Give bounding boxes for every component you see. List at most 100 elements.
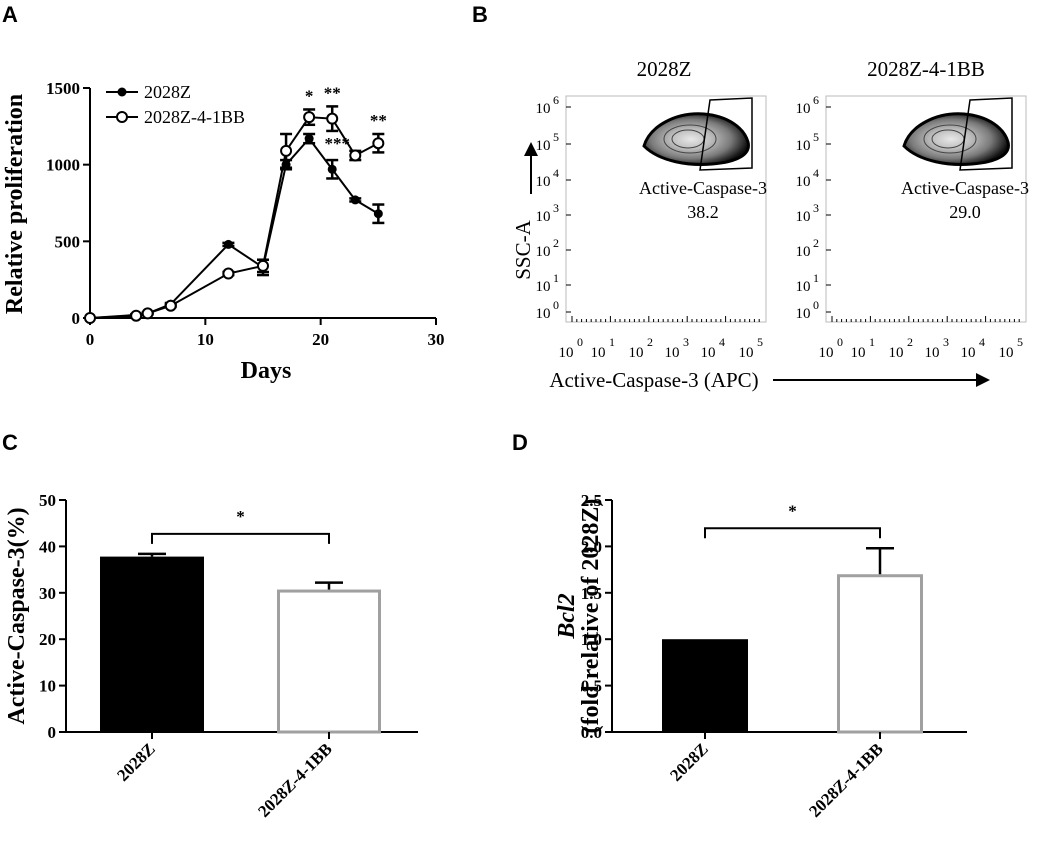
- d-x-tick-label: 2028Z-4-1BB: [805, 739, 887, 821]
- bar-2028z: [100, 556, 204, 732]
- b-x-tick-label: 10: [851, 345, 866, 361]
- a-y-tick-label: 1500: [46, 79, 80, 98]
- a-x-tick-label: 30: [428, 330, 445, 349]
- b-x-tick-exp: 1: [869, 335, 875, 349]
- b-density-1: [642, 112, 750, 166]
- b-y-tick-label: 10: [796, 209, 811, 225]
- flow-panel-b: 2028Z 2028Z-4-1BB Active-Ca: [511, 57, 1029, 392]
- panel-label-d: D: [512, 430, 528, 455]
- d-y-tick-label: 1.5: [581, 584, 602, 603]
- b-y-tick-exp: 6: [553, 93, 559, 107]
- b-y-tick-label: 10: [796, 306, 811, 322]
- c-significance-bracket: [151, 532, 330, 544]
- significance-marker: ***: [325, 134, 351, 153]
- b-y-arrow: [524, 142, 538, 156]
- b-y-tick-label: 10: [796, 279, 811, 295]
- a-y-tick-label: 500: [55, 232, 81, 251]
- b-y-tick-label: 10: [796, 101, 811, 117]
- point-2028z-4-1bb: [257, 259, 269, 272]
- b-x-tick-exp: 2: [907, 335, 913, 349]
- d-y-tick-label: 0.5: [581, 677, 602, 696]
- panel-label-a: A: [2, 2, 18, 27]
- d-x-tick-label: 2028Z: [666, 739, 711, 784]
- legend-marker-2028z: [117, 87, 127, 97]
- b-x-tick-exp: 1: [609, 335, 615, 349]
- b-gate-2: [959, 97, 1013, 171]
- b-gate-value-2: 29.0: [949, 202, 981, 222]
- d-y-tick-label: 2.5: [581, 491, 602, 510]
- point-2028z-4-1bb: [130, 309, 143, 322]
- c-x-tick-label: 2028Z-4-1BB: [254, 739, 336, 821]
- b-x-tick-exp: 2: [647, 335, 653, 349]
- b-y-tick-exp: 3: [553, 201, 559, 215]
- point-2028z-4-1bb: [303, 111, 316, 124]
- d-y-tick-label: 1.0: [581, 630, 602, 649]
- c-y-tick-label: 0: [48, 723, 57, 742]
- legend-label-2028z: 2028Z: [144, 82, 191, 102]
- b-y-axis-label: SSC-A: [511, 219, 535, 279]
- d-y-axis-label: Bcl2: [554, 593, 580, 639]
- b-x-tick-exp: 5: [757, 335, 763, 349]
- b-x-arrow: [976, 373, 990, 387]
- bar-chart-c: 0 10 20 30 40 50 2028Z 2028Z-4-1BB * Active-Cas…: [4, 491, 418, 821]
- bar-chart-d: 0.0 0.5 1.0 1.5 2.0 2.5 2028Z 2028Z-4-1BB * Bcl…: [554, 491, 967, 821]
- b-x-tick-exp: 5: [1017, 335, 1023, 349]
- point-2028z: [304, 134, 314, 144]
- b-y-tick-label: 10: [536, 279, 551, 295]
- b-y-tick-exp: 4: [553, 166, 559, 180]
- series-line-2028z: [89, 137, 379, 319]
- panel-label-c: C: [2, 430, 18, 455]
- a-legend: 2028Z 2028Z-4-1BB: [106, 82, 245, 127]
- b-x-axis-label: Active-Caspase-3 (APC): [549, 368, 758, 392]
- b-density-2: [902, 112, 1010, 166]
- point-2028z-4-1bb: [164, 299, 177, 312]
- point-2028z: [327, 164, 337, 174]
- a-x-tick-label: 20: [312, 330, 329, 349]
- significance-marker: *: [305, 86, 314, 105]
- b-x-tick-exp: 3: [683, 335, 689, 349]
- c-y-tick-label: 30: [39, 584, 56, 603]
- b-x-tick-label: 10: [665, 345, 680, 361]
- b-x-tick-label: 10: [629, 345, 644, 361]
- point-2028z-4-1bb: [141, 307, 154, 320]
- d-y-axis-label-gene: Bcl2: [554, 593, 580, 639]
- a-y-axis-label: Relative proliferation: [2, 94, 28, 314]
- panel-label-b: B: [472, 2, 488, 27]
- point-2028z: [223, 239, 233, 249]
- c-y-tick-label: 40: [39, 537, 56, 556]
- a-y-tick-label: 1000: [46, 156, 80, 175]
- b-gate-1: [699, 97, 753, 171]
- b-plot-frame-2: [825, 95, 1027, 323]
- point-2028z: [373, 209, 383, 219]
- legend-label-2028z-4-1bb: 2028Z-4-1BB: [144, 107, 245, 127]
- a-x-tick-label: 0: [86, 330, 95, 349]
- b-plot-frame-1: [565, 95, 767, 323]
- c-x-tick-label: 2028Z: [113, 739, 158, 784]
- legend-marker-2028z-4-1bb: [116, 111, 128, 123]
- b-title-2028z: 2028Z: [637, 57, 692, 81]
- b-y-tick-label: 10: [536, 174, 551, 190]
- a-y-tick-label: 0: [72, 309, 81, 328]
- b-y-tick-exp: 2: [813, 236, 819, 250]
- b-x-tick-label: 10: [961, 345, 976, 361]
- point-2028z-4-1bb: [222, 267, 235, 280]
- b-x-tick-exp: 0: [577, 335, 583, 349]
- b-y-tick-label: 10: [796, 174, 811, 190]
- b-x-tick-label: 10: [559, 345, 574, 361]
- d-significance-marker: *: [788, 501, 797, 520]
- b-y-tick-exp: 5: [553, 130, 559, 144]
- b-y-tick-label: 10: [536, 306, 551, 322]
- b-x-tick-label: 10: [889, 345, 904, 361]
- b-gate-label-2: Active-Caspase-3: [901, 178, 1029, 198]
- point-2028z-4-1bb: [372, 137, 385, 150]
- c-y-tick-label: 10: [39, 677, 56, 696]
- b-x-tick-exp: 4: [719, 335, 725, 349]
- b-y-tick-exp: 3: [813, 201, 819, 215]
- c-significance-marker: *: [236, 507, 245, 526]
- c-y-tick-label: 50: [39, 491, 56, 510]
- d-y-axis-label-sub: (fold relative of 2028Z): [578, 499, 604, 734]
- b-y-tick-exp: 0: [553, 298, 559, 312]
- b-x-tick-exp: 3: [943, 335, 949, 349]
